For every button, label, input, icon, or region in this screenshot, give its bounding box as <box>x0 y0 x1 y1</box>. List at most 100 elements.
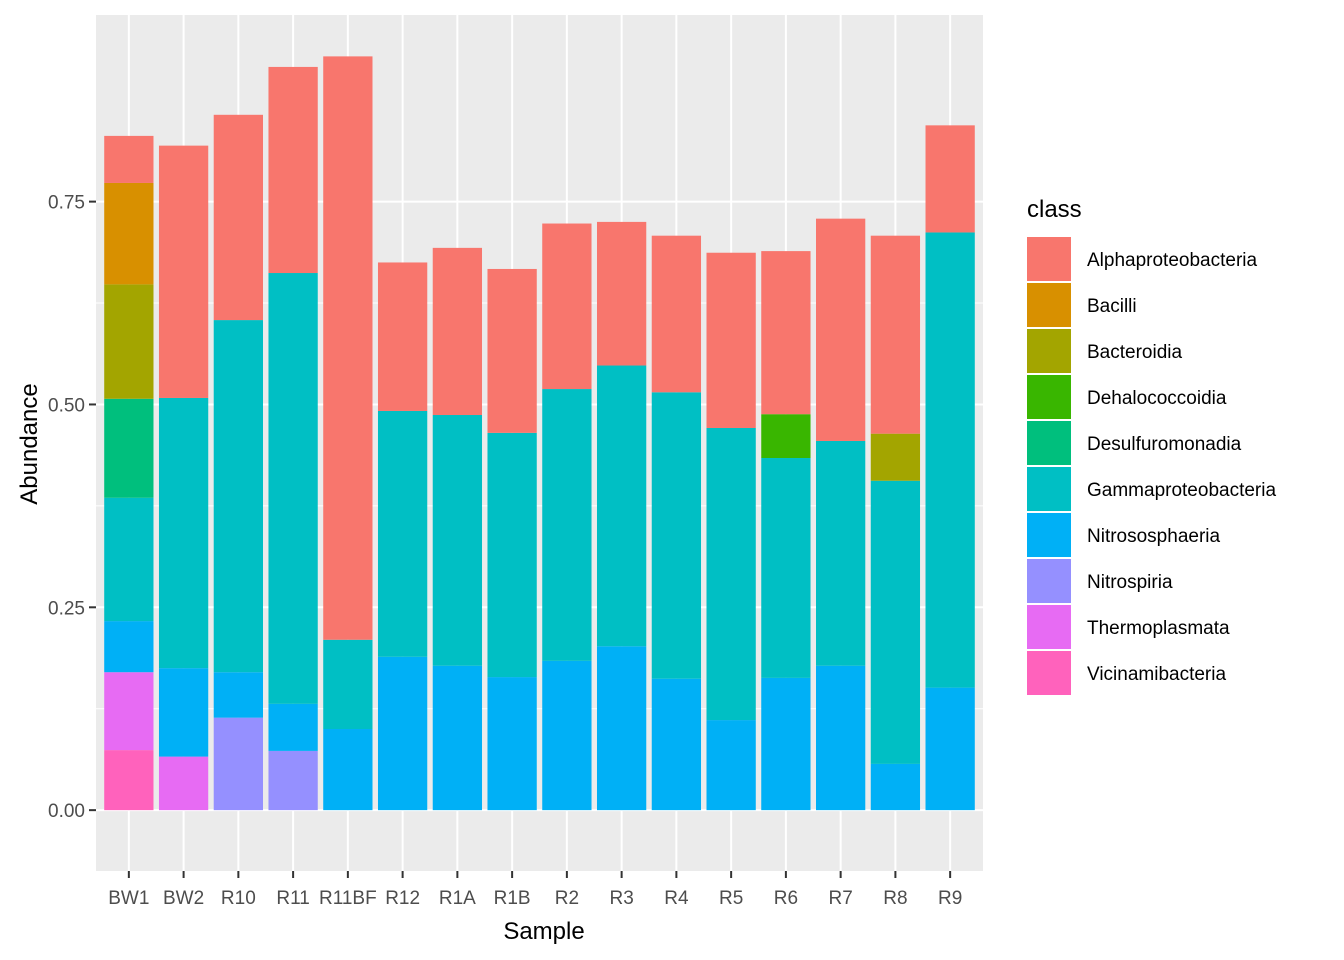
x-tick-label: BW1 <box>108 888 149 909</box>
bar-stack-r11 <box>268 66 318 811</box>
legend-label: Alphaproteobacteria <box>1087 250 1257 271</box>
bar-stack-r11bf <box>323 56 373 811</box>
legend-item-bacteroidia: Bacteroidia <box>1027 329 1182 373</box>
legend-item-dehalococcoidia: Dehalococcoidia <box>1027 375 1227 419</box>
x-tick-label: R5 <box>719 888 743 909</box>
x-tick-label: R11BF <box>319 888 377 909</box>
legend-item-thermoplasmata: Thermoplasmata <box>1027 605 1230 649</box>
x-tick-label: R12 <box>385 888 420 909</box>
bar-stack-r5 <box>706 252 756 811</box>
legend-label: Thermoplasmata <box>1087 618 1230 639</box>
bar-segment-r1b-alphaproteobacteria <box>487 268 537 433</box>
bar-segment-r1b-gammaproteobacteria <box>487 432 537 678</box>
bar-segment-bw1-nitrososphaeria <box>104 621 154 673</box>
bar-segment-r3-gammaproteobacteria <box>596 365 647 647</box>
legend-key-swatch <box>1027 651 1071 695</box>
legend-item-nitrososphaeria: Nitrososphaeria <box>1027 513 1220 557</box>
bar-segment-r10-nitrospiria <box>213 717 263 811</box>
legend-label: Nitrospiria <box>1087 572 1173 593</box>
bar-stack-bw2 <box>158 145 209 811</box>
legend-key-swatch <box>1027 237 1071 281</box>
x-tick-label: R6 <box>774 888 798 909</box>
bar-segment-r11-nitrospiria <box>268 750 318 811</box>
y-tick-label: 0.00 <box>48 801 85 822</box>
legend-label: Bacteroidia <box>1087 342 1182 363</box>
legend-title: class <box>1027 196 1082 223</box>
bar-stack-r7 <box>816 218 866 811</box>
legend-key-swatch <box>1027 375 1071 419</box>
bar-segment-bw1-vicinamibacteria <box>104 750 154 811</box>
bar-segment-bw2-alphaproteobacteria <box>158 145 209 398</box>
bar-segment-r11-nitrososphaeria <box>268 703 318 751</box>
x-tick-label: R1A <box>439 888 476 909</box>
bar-segment-r6-alphaproteobacteria <box>761 251 811 415</box>
x-axis-title: Sample <box>503 918 584 945</box>
bar-segment-r7-nitrososphaeria <box>816 665 866 811</box>
y-tick-label: 0.75 <box>48 193 85 214</box>
legend-key-swatch <box>1027 605 1071 649</box>
y-tick-label: 0.25 <box>48 598 85 619</box>
x-tick-label: R1B <box>494 888 531 909</box>
bar-segment-r10-gammaproteobacteria <box>213 320 263 673</box>
bar-segment-r1a-alphaproteobacteria <box>432 247 483 416</box>
legend-key-swatch <box>1027 421 1071 465</box>
bar-segment-r4-nitrososphaeria <box>651 678 702 811</box>
bar-segment-bw1-thermoplasmata <box>104 672 154 751</box>
bar-segment-bw1-alphaproteobacteria <box>104 135 154 183</box>
x-tick-label: R8 <box>883 888 907 909</box>
legend-item-vicinamibacteria: Vicinamibacteria <box>1027 651 1226 695</box>
bar-segment-r4-gammaproteobacteria <box>651 392 702 679</box>
legend-key-swatch <box>1027 513 1071 557</box>
x-tick-label: BW2 <box>163 888 204 909</box>
legend-item-alphaproteobacteria: Alphaproteobacteria <box>1027 237 1257 281</box>
bar-segment-r8-alphaproteobacteria <box>870 235 921 434</box>
bar-stack-r1b <box>487 268 537 811</box>
bar-stack-r6 <box>761 251 811 811</box>
bar-segment-r5-gammaproteobacteria <box>706 427 756 721</box>
bar-segment-bw1-gammaproteobacteria <box>104 497 154 622</box>
bar-segment-bw2-nitrososphaeria <box>158 668 209 757</box>
bar-segment-r11bf-gammaproteobacteria <box>323 639 373 730</box>
legend-item-bacilli: Bacilli <box>1027 283 1137 327</box>
bar-segment-r1b-nitrososphaeria <box>487 677 537 811</box>
bar-segment-r1a-gammaproteobacteria <box>432 415 483 666</box>
bar-segment-bw1-bacteroidia <box>104 284 154 399</box>
bar-segment-r5-alphaproteobacteria <box>706 252 756 428</box>
bar-segment-r5-nitrososphaeria <box>706 720 756 811</box>
legend-key-swatch <box>1027 329 1071 373</box>
legend-label: Gammaproteobacteria <box>1087 480 1276 501</box>
bar-stack-r8 <box>870 235 921 811</box>
legend-label: Vicinamibacteria <box>1087 664 1226 685</box>
legend: class Alphaproteobacteria Bacilli Bacteroi… <box>1027 196 1276 695</box>
bar-segment-r6-dehalococcoidia <box>761 414 811 459</box>
legend-label: Nitrososphaeria <box>1087 526 1220 547</box>
y-axis-title: Abundance <box>16 383 43 504</box>
bar-segment-r9-nitrososphaeria <box>925 687 975 811</box>
bar-segment-r10-nitrososphaeria <box>213 672 263 718</box>
bar-segment-r6-nitrososphaeria <box>761 677 811 811</box>
bar-segment-bw2-gammaproteobacteria <box>158 397 209 669</box>
x-tick-label: R3 <box>609 888 633 909</box>
legend-key-swatch <box>1027 283 1071 327</box>
bar-segment-r1a-nitrososphaeria <box>432 665 483 811</box>
bar-segment-r3-nitrososphaeria <box>596 646 647 811</box>
bar-stack-r9 <box>925 125 975 811</box>
x-tick-label: R2 <box>555 888 579 909</box>
x-tick-label: R7 <box>828 888 852 909</box>
bar-stack-r12 <box>377 262 428 811</box>
bar-segment-r11bf-alphaproteobacteria <box>323 56 373 640</box>
bar-stack-bw1 <box>104 135 154 811</box>
bar-segment-r7-gammaproteobacteria <box>816 440 866 666</box>
bar-segment-r2-gammaproteobacteria <box>542 389 592 661</box>
bar-segment-r12-alphaproteobacteria <box>377 262 428 411</box>
legend-item-desulfuromonadia: Desulfuromonadia <box>1027 421 1242 465</box>
x-tick-label: R10 <box>221 888 256 909</box>
x-tick-label: R9 <box>938 888 962 909</box>
legend-label: Dehalococcoidia <box>1087 388 1227 409</box>
legend-item-gammaproteobacteria: Gammaproteobacteria <box>1027 467 1276 511</box>
y-axis: 0.00 0.25 0.50 0.75 <box>48 193 96 822</box>
bar-segment-r2-nitrososphaeria <box>542 660 592 811</box>
bar-segment-r11-gammaproteobacteria <box>268 273 318 704</box>
bar-segment-r8-nitrososphaeria <box>870 763 921 811</box>
bar-segment-r9-gammaproteobacteria <box>925 232 975 688</box>
